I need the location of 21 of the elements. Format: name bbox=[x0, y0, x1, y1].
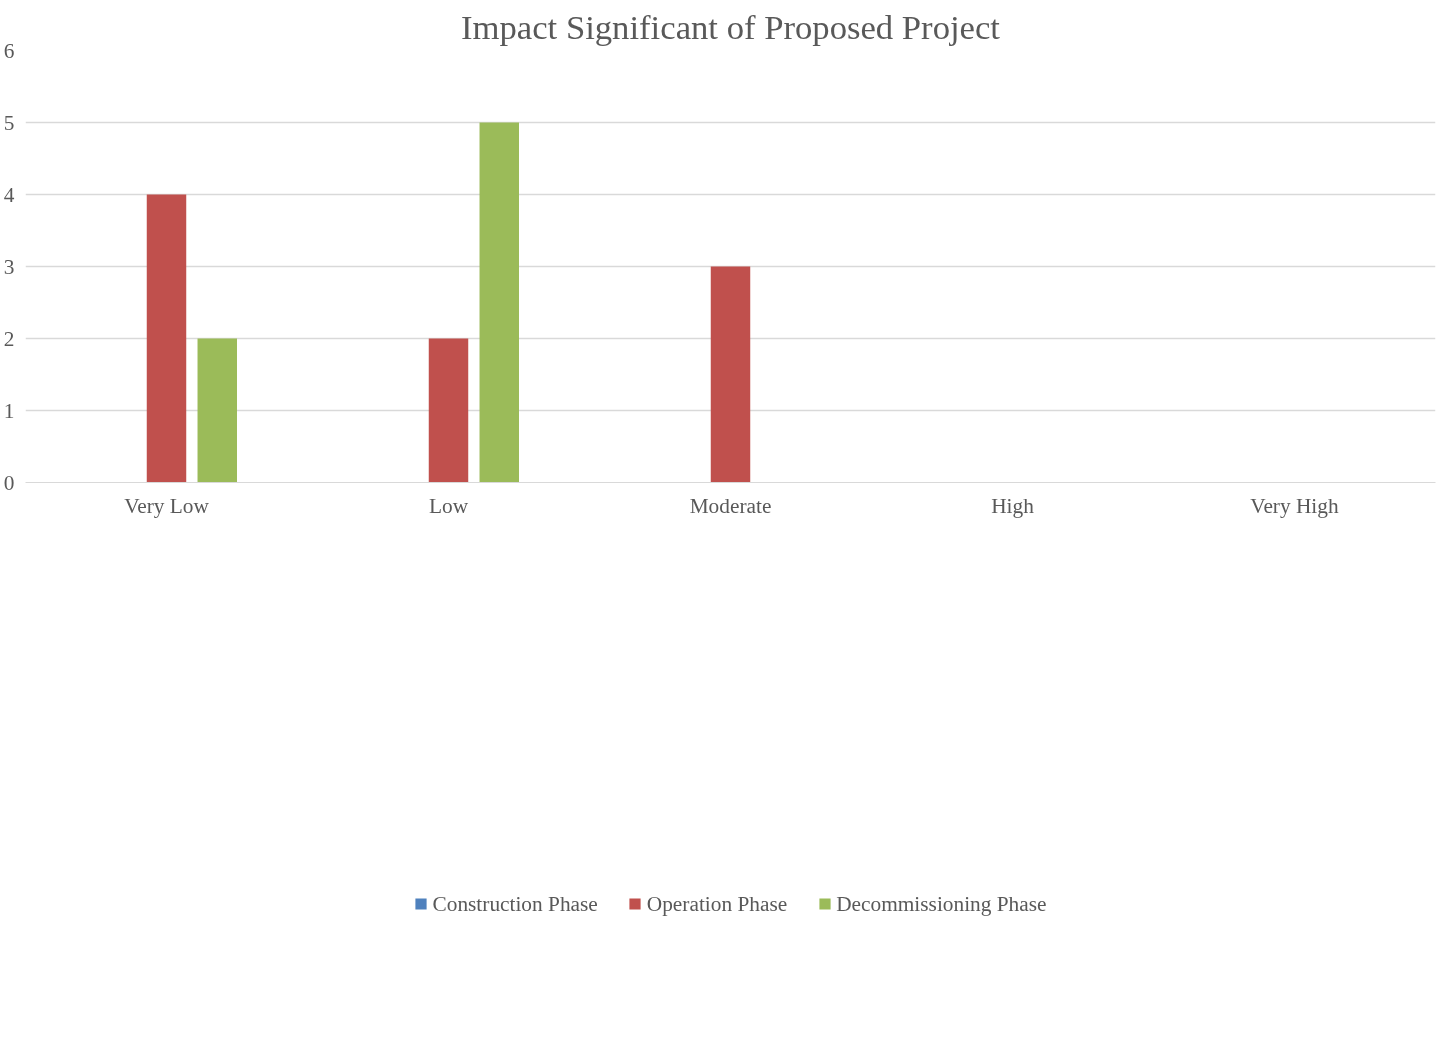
y-tick-label: 3 bbox=[3, 254, 15, 279]
bar bbox=[710, 266, 751, 483]
x-tick-label: High bbox=[991, 493, 1035, 518]
x-tick-label: Low bbox=[428, 493, 469, 518]
x-tick-label: Very Low bbox=[124, 493, 210, 518]
legend-label: Decommissioning Phase bbox=[836, 891, 1047, 917]
bar bbox=[428, 338, 469, 483]
legend-label: Construction Phase bbox=[432, 891, 598, 917]
chart-title: Impact Significant of Proposed Project bbox=[461, 7, 1001, 46]
bar bbox=[197, 338, 237, 483]
y-tick-label: 6 bbox=[3, 38, 15, 63]
y-tick-label: 5 bbox=[3, 110, 15, 135]
y-tick-label: 4 bbox=[3, 182, 15, 207]
y-tick-label: 1 bbox=[3, 398, 15, 423]
x-tick-label: Very High bbox=[1250, 493, 1339, 518]
bar bbox=[479, 122, 519, 483]
legend-label: Operation Phase bbox=[646, 891, 788, 917]
y-tick-label: 2 bbox=[3, 326, 15, 351]
y-tick-label: 0 bbox=[3, 470, 15, 495]
bar bbox=[146, 194, 187, 483]
x-tick-label: Moderate bbox=[689, 493, 772, 518]
